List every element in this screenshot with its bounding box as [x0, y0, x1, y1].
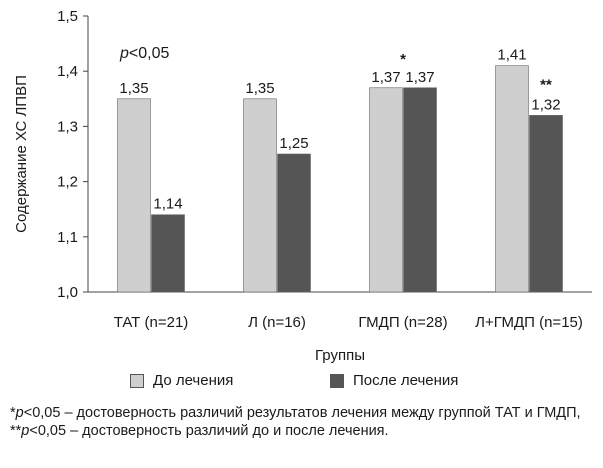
bar-after [277, 153, 311, 293]
x-tick-label: ТАТ (n=21) [114, 314, 189, 331]
bar-value-label: 1,14 [153, 196, 182, 213]
bar-value-label: 1,37 [405, 69, 434, 86]
x-tick-label: ГМДП (n=28) [358, 314, 447, 331]
bar-before [243, 98, 277, 293]
bar-after [529, 115, 563, 293]
footnote-star: * [10, 405, 16, 421]
bar-before [495, 65, 529, 293]
bar-before [117, 98, 151, 293]
bar-value-label: 1,41 [497, 47, 526, 64]
significance-mark: ** [540, 76, 552, 93]
bar-value-label: 1,32 [531, 96, 560, 113]
y-tick-label: 1,2 [57, 174, 78, 191]
footnote-text-1: <0,05 – достоверность различий результат… [10, 405, 581, 439]
bar-value-label: 1,25 [279, 135, 308, 152]
bar-value-label: 1,35 [245, 80, 274, 97]
y-tick-label: 1,4 [57, 63, 78, 80]
p-value-annotation: p<0,05 [119, 45, 169, 62]
bar-before [369, 87, 403, 293]
y-tick-label: 1,5 [57, 8, 78, 25]
footnote-text-2: <0,05 – достоверность различий до и посл… [29, 423, 389, 439]
y-tick-label: 1,3 [57, 118, 78, 135]
bar-chart: 1,0 1,1 1,2 1,3 1,4 1,5 Содержание ХС ЛПВП 1,35… [13, 8, 592, 364]
legend-item-before: До лечения [130, 372, 233, 389]
bar-after [403, 87, 437, 293]
y-axis-label: Содержание ХС ЛПВП [13, 75, 30, 233]
x-axis-label: Группы [315, 347, 365, 364]
bar-value-label: 1,35 [119, 80, 148, 97]
x-tick-label: Л (n=16) [248, 314, 306, 331]
y-tick-label: 1,0 [57, 284, 78, 301]
y-tick-label: 1,1 [57, 229, 78, 246]
legend-swatch-before [130, 373, 144, 388]
legend-label-after: После лечения [353, 372, 459, 389]
significance-mark: * [400, 51, 406, 68]
footnote-p2: p [21, 423, 30, 439]
footnote: *p<0,05 – достоверность различий результ… [10, 404, 595, 440]
x-tick-label: Л+ГМДП (n=15) [475, 314, 583, 331]
legend-item-after: После лечения [330, 372, 458, 389]
footnote-p1: p [15, 405, 24, 421]
bar-after [151, 214, 185, 293]
legend-label-before: До лечения [153, 372, 234, 389]
legend-swatch-after [330, 373, 344, 388]
bar-value-label: 1,37 [371, 69, 400, 86]
